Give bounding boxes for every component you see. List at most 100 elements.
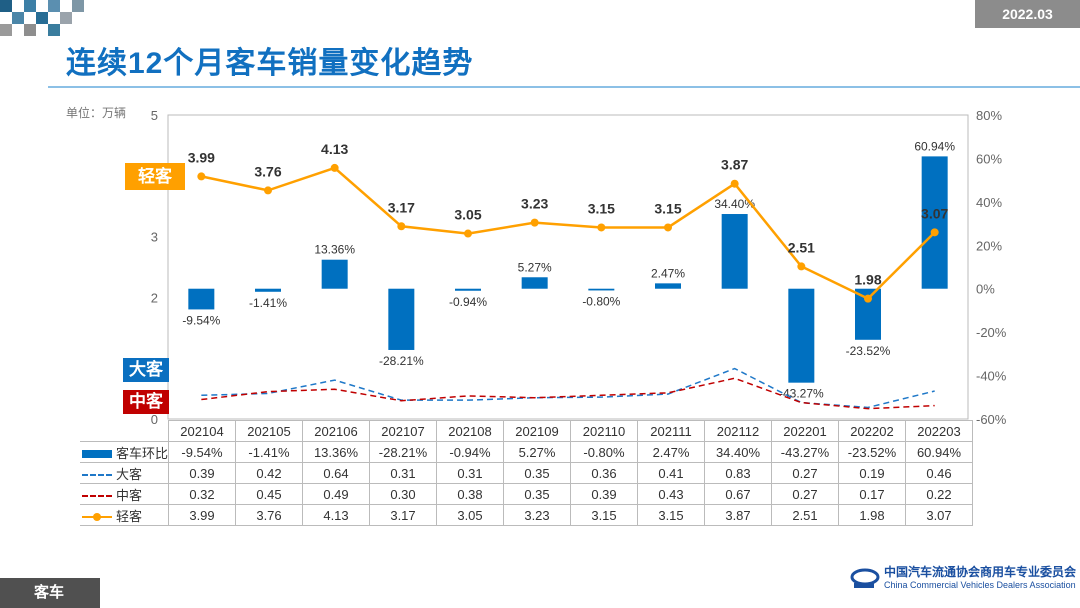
bar-label: 2.47% xyxy=(651,266,685,280)
bar-mom xyxy=(721,214,748,289)
table-cell: 0.39 xyxy=(570,483,638,505)
light-label: 3.15 xyxy=(588,200,615,216)
series-legend: 客车环比 xyxy=(80,441,169,463)
large-bus-tag: 大客 xyxy=(123,358,169,382)
bar-label: -28.21% xyxy=(379,354,424,368)
light-label: 3.76 xyxy=(254,163,281,179)
bar-mom xyxy=(321,259,348,289)
table-cell: 3.05 xyxy=(436,504,504,526)
org-name-en: China Commercial Vehicles Dealers Associ… xyxy=(884,580,1076,590)
bar-label: 34.40% xyxy=(714,197,755,211)
table-cell: 5.27% xyxy=(503,441,571,463)
table-cell: 0.67 xyxy=(704,483,772,505)
table-cell: 0.17 xyxy=(838,483,906,505)
table-cell: 3.87 xyxy=(704,504,772,526)
table-header-cell: 202108 xyxy=(436,420,504,442)
table-header-cell: 202104 xyxy=(168,420,236,442)
right-axis-tick: 20% xyxy=(976,238,1002,253)
right-axis-tick: 40% xyxy=(976,195,1002,210)
table-corner xyxy=(80,420,169,442)
table-cell: 3.23 xyxy=(503,504,571,526)
line-medium xyxy=(201,377,935,410)
bar-mom xyxy=(188,288,215,310)
series-name: 轻客 xyxy=(116,508,143,524)
table-cell: 3.17 xyxy=(369,504,437,526)
light-label: 3.87 xyxy=(721,157,748,173)
org-emblem-icon xyxy=(850,568,880,588)
light-point xyxy=(330,163,339,172)
light-legend-icon xyxy=(82,513,112,522)
table-cell: 0.41 xyxy=(637,462,705,484)
table-row: 大客 0.39 0.42 0.64 0.31 0.31 0.35 0.36 0.41 0.83 0.… xyxy=(80,462,973,484)
org-name-cn: 中国汽车流通协会商用车专业委员会 xyxy=(884,565,1077,579)
table-cell: 0.49 xyxy=(302,483,370,505)
table-cell: 3.99 xyxy=(168,504,236,526)
org-logo: 中国汽车流通协会商用车专业委员会 China Commercial Vehicl… xyxy=(850,563,1077,590)
large-legend-icon xyxy=(82,474,112,477)
series-name: 大客 xyxy=(116,466,143,482)
table-cell: 34.40% xyxy=(704,441,772,463)
table-cell: 0.42 xyxy=(235,462,303,484)
light-label: 1.98 xyxy=(854,272,881,288)
table-cell: 0.35 xyxy=(503,462,571,484)
table-cell: 0.35 xyxy=(503,483,571,505)
table-header-cell: 202111 xyxy=(637,420,705,442)
bar-label: -9.54% xyxy=(182,313,220,327)
table-cell: 13.36% xyxy=(302,441,370,463)
light-point xyxy=(664,223,672,232)
light-point xyxy=(730,179,739,188)
light-point xyxy=(797,262,806,271)
light-label: 3.23 xyxy=(521,196,548,212)
right-axis-tick: 80% xyxy=(976,108,1002,123)
table-cell: 0.43 xyxy=(637,483,705,505)
plot-area xyxy=(167,114,969,420)
table-cell: 60.94% xyxy=(905,441,973,463)
right-axis-tick: -60% xyxy=(976,412,1007,427)
right-axis-tick: 60% xyxy=(976,151,1002,166)
data-table: 202104 202105 202106 202107 202108 202109 2021… xyxy=(80,420,973,526)
date-badge: 2022.03 xyxy=(975,0,1080,28)
right-axis-tick: -20% xyxy=(976,325,1007,340)
medium-bus-tag: 中客 xyxy=(123,390,169,414)
light-label: 2.51 xyxy=(788,239,815,255)
bar-label: -23.52% xyxy=(846,344,891,358)
light-point xyxy=(930,228,939,237)
table-cell: 0.31 xyxy=(436,462,504,484)
bar-mom xyxy=(588,288,615,291)
light-label: 3.17 xyxy=(388,199,415,215)
table-header-cell: 202110 xyxy=(570,420,638,442)
table-cell: 3.15 xyxy=(570,504,638,526)
table-row: 中客 0.32 0.45 0.49 0.30 0.38 0.35 0.39 0.43 0.67 0.… xyxy=(80,483,973,505)
table-cell: 0.39 xyxy=(168,462,236,484)
medium-legend-icon xyxy=(82,495,112,498)
table-cell: -43.27% xyxy=(771,441,839,463)
table-cell: 0.36 xyxy=(570,462,638,484)
table-cell: 0.64 xyxy=(302,462,370,484)
title-divider xyxy=(48,86,1080,88)
table-cell: 4.13 xyxy=(302,504,370,526)
left-axis-tick: 2 xyxy=(151,290,158,305)
left-axis-tick: 0 xyxy=(151,412,158,427)
table-header-row: 202104 202105 202106 202107 202108 202109 2021… xyxy=(80,420,973,442)
bar-label: -1.41% xyxy=(249,296,287,310)
table-cell: 2.47% xyxy=(637,441,705,463)
bar-mom xyxy=(788,288,815,383)
table-cell: 0.38 xyxy=(436,483,504,505)
table-cell: 0.19 xyxy=(838,462,906,484)
bar-label: 5.27% xyxy=(518,260,552,274)
bar-mom xyxy=(921,156,948,289)
table-cell: -9.54% xyxy=(168,441,236,463)
light-point xyxy=(530,218,539,227)
table-header-cell: 202201 xyxy=(771,420,839,442)
left-axis-tick: 5 xyxy=(151,108,158,123)
right-axis-tick: 0% xyxy=(976,282,995,297)
light-label: 3.15 xyxy=(654,200,681,216)
series-name: 中客 xyxy=(116,487,143,503)
bar-mom xyxy=(255,288,281,292)
light-label: 3.07 xyxy=(921,205,948,221)
light-label: 3.05 xyxy=(454,207,481,223)
line-large xyxy=(201,367,935,409)
bar-label: -0.80% xyxy=(582,294,620,308)
bar-legend-icon xyxy=(82,450,112,459)
light-point xyxy=(264,186,272,195)
